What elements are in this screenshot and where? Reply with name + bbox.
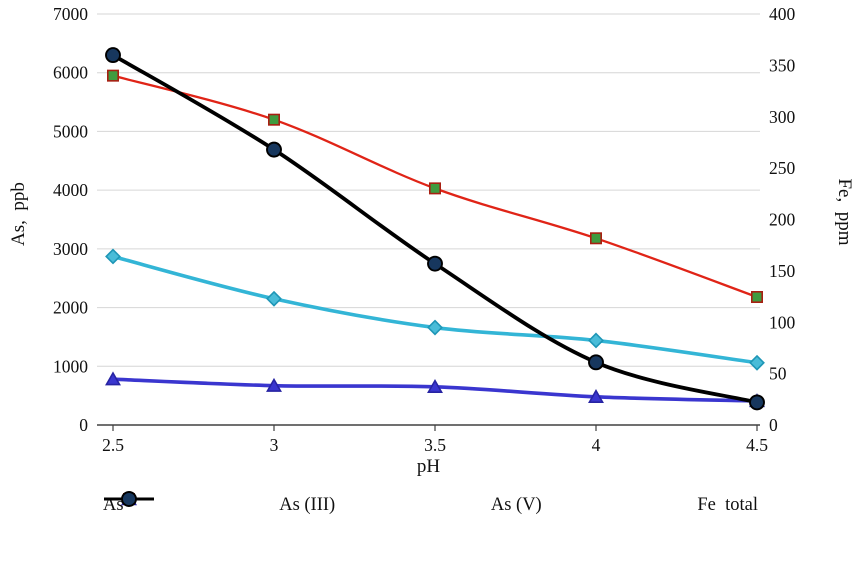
y-right-tick-label: 100 <box>769 312 796 332</box>
y-left-tick-label: 4000 <box>53 180 88 200</box>
triangle-marker <box>588 388 604 404</box>
diamond-marker <box>105 248 121 265</box>
y-right-tick-label: 50 <box>769 364 787 384</box>
legend-label-as-iii: As (III) <box>279 494 336 515</box>
x-tick-label: 4 <box>592 435 601 455</box>
y-left-tick-label: 3000 <box>53 239 88 259</box>
y-left-tick-label: 0 <box>79 415 88 435</box>
y-left-tick-label: 6000 <box>53 63 88 83</box>
circle-marker <box>105 47 121 64</box>
y-left-tick-label: 1000 <box>53 356 88 376</box>
diamond-marker <box>427 319 443 336</box>
triangle-marker <box>266 377 282 392</box>
legend-label-as-v: As (V) <box>490 494 542 515</box>
square-marker <box>428 182 441 195</box>
diamond-marker <box>266 290 282 307</box>
square-marker <box>267 113 280 126</box>
square-marker <box>750 291 763 304</box>
circle-marker <box>427 255 443 272</box>
x-axis-title: pH <box>416 456 441 477</box>
square-marker <box>589 232 602 245</box>
y-left-tick-label: 2000 <box>53 298 88 318</box>
y-right-tick-label: 250 <box>769 158 796 178</box>
circle-marker <box>121 491 137 507</box>
y-right-tick-label: 150 <box>769 261 796 281</box>
circle-marker <box>266 141 282 158</box>
y-left-tick-label: 7000 <box>53 4 88 24</box>
diamond-marker <box>588 332 604 349</box>
y-axis-title-left: As, ppb <box>8 182 29 246</box>
y-left-tick-label: 5000 <box>53 121 88 141</box>
square-marker <box>107 69 120 82</box>
y-axis-title-right: Fe, ppm <box>834 178 855 246</box>
series-as <box>107 69 763 304</box>
x-tick-label: 2.5 <box>102 435 124 455</box>
legend-item-as-v: As (V) <box>104 491 542 516</box>
triangle-marker <box>105 371 121 386</box>
legend-item-fe-total: Fe total <box>104 491 758 516</box>
series-line-as-iii <box>111 254 759 365</box>
y-right-tick-label: 300 <box>769 107 796 127</box>
y-right-tick-label: 0 <box>769 415 778 435</box>
series-fe-total <box>105 47 765 411</box>
series-as-iii <box>105 248 765 371</box>
series-as-v <box>105 371 765 408</box>
triangle-marker <box>427 379 443 394</box>
legend-label-fe-total: Fe total <box>697 494 758 515</box>
x-tick-label: 3.5 <box>424 435 446 455</box>
legend: As As (III) As (V) Fe total <box>103 490 758 520</box>
circle-marker <box>588 354 604 371</box>
diamond-marker <box>749 354 765 371</box>
y-right-tick-label: 350 <box>769 55 796 75</box>
x-tick-label: 4.5 <box>746 435 768 455</box>
circle-marker <box>749 394 765 411</box>
y-right-tick-label: 400 <box>769 4 796 24</box>
legend-item-as-iii: As (III) <box>104 491 336 516</box>
x-tick-label: 3 <box>270 435 279 455</box>
legend-swatch-fe-total <box>104 491 154 507</box>
y-right-tick-label: 200 <box>769 210 796 230</box>
